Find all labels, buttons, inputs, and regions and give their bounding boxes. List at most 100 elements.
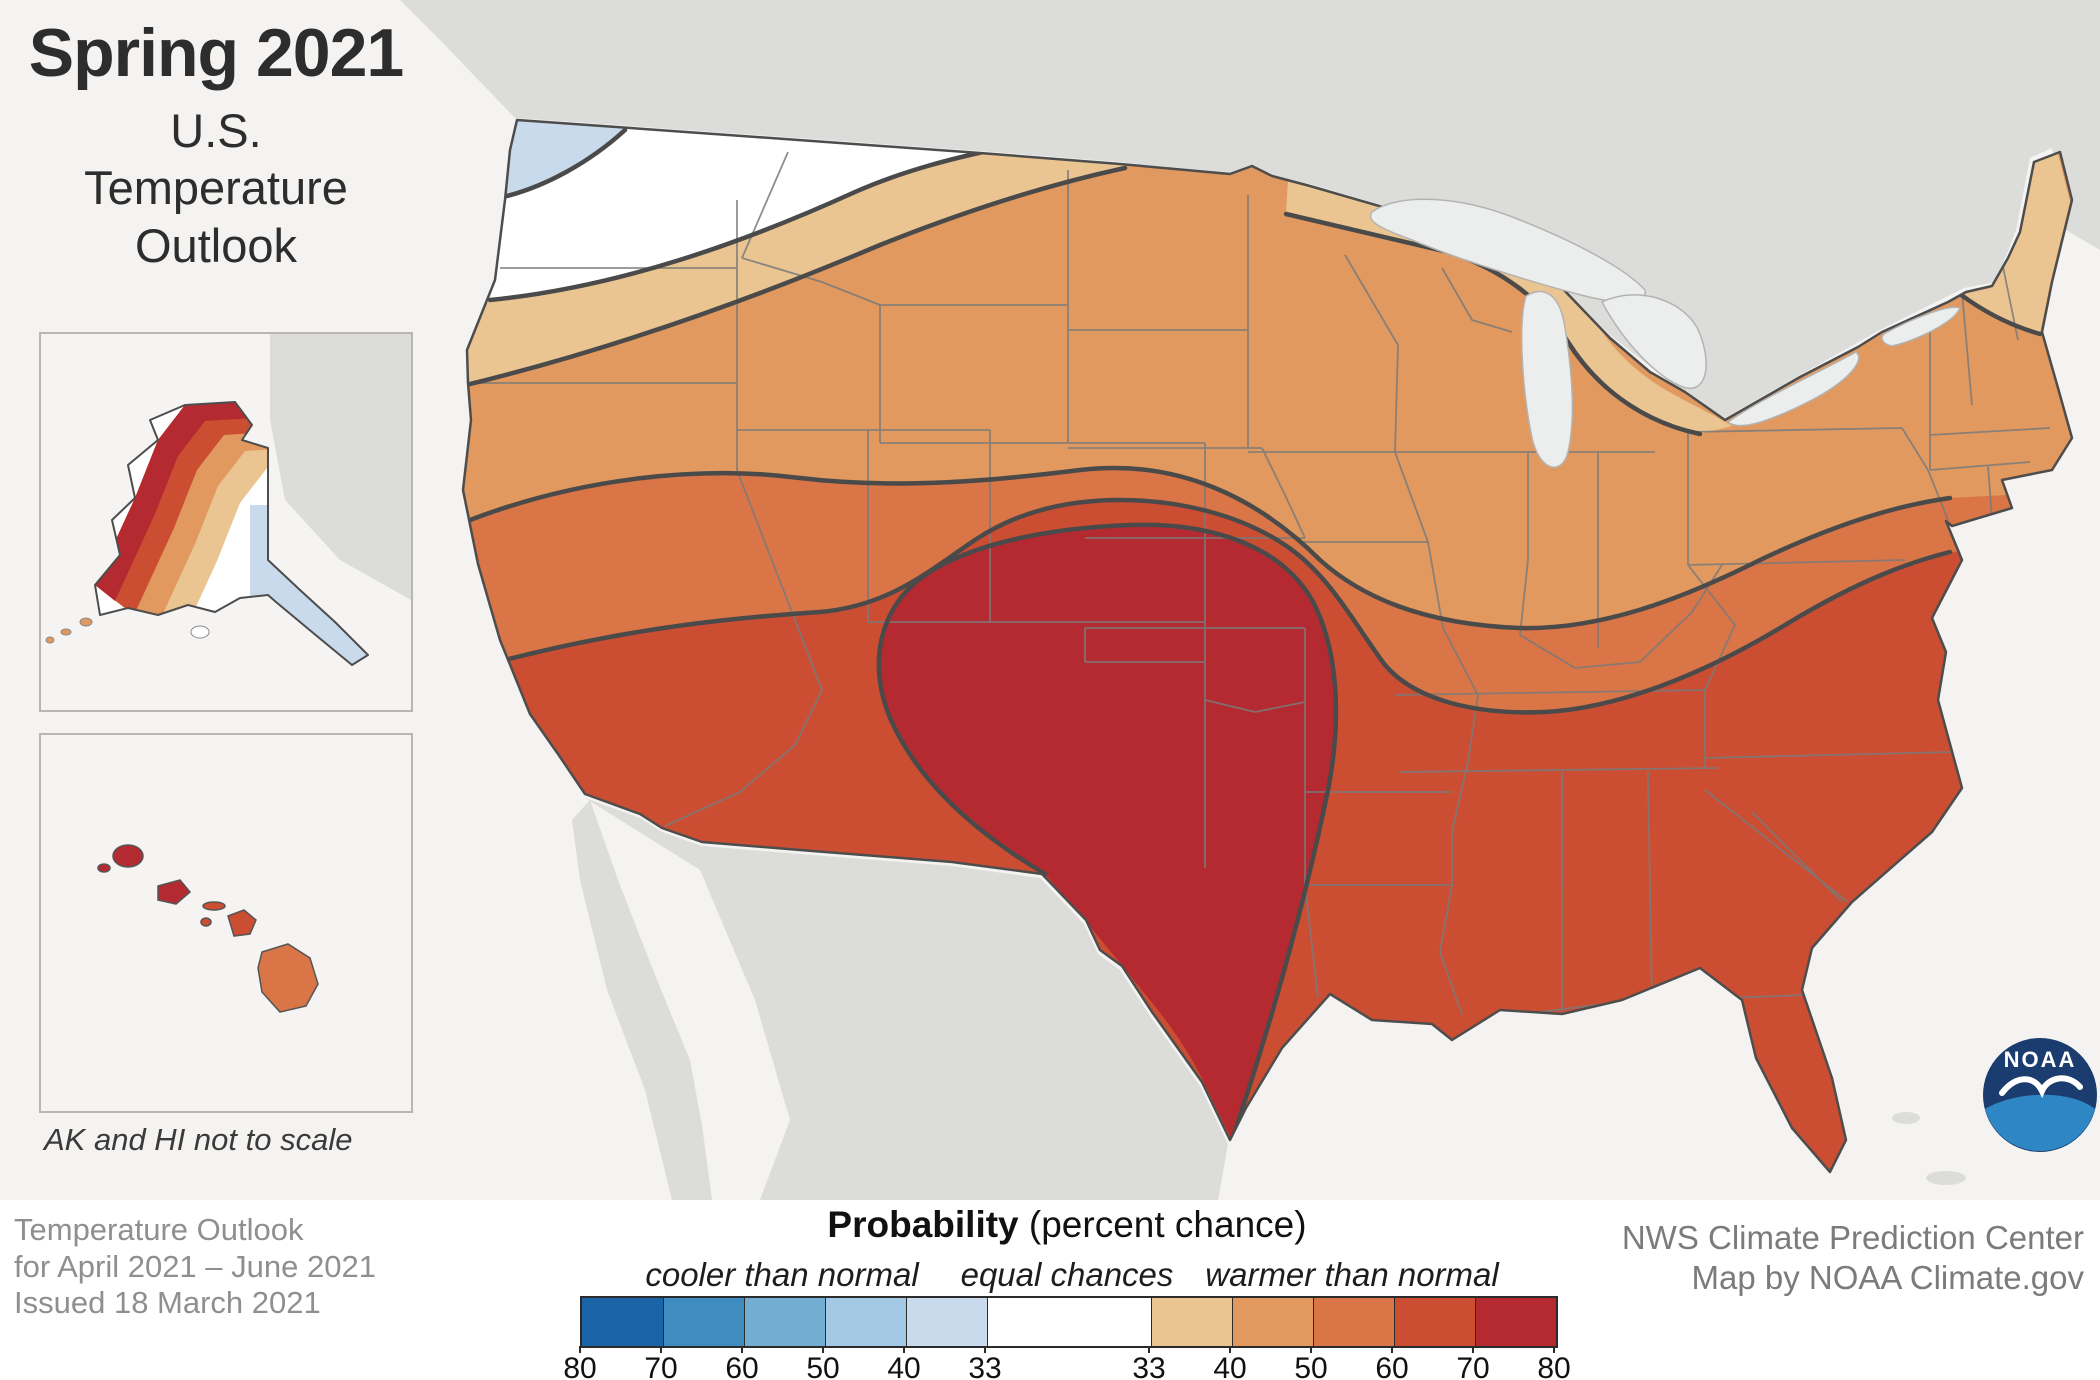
aleutian-island-1 bbox=[79, 617, 93, 627]
island-lanai bbox=[200, 917, 212, 927]
legend-tick-label-10: 70 bbox=[1456, 1352, 1490, 1380]
lake-michigan bbox=[1521, 290, 1574, 468]
legend-tick-mark bbox=[741, 1346, 743, 1353]
island-niihau bbox=[97, 863, 111, 873]
legend-title: Probability (percent chance) bbox=[563, 1204, 1571, 1246]
legend-label-equal: equal chances bbox=[960, 1256, 1174, 1293]
legend-tick-label-2: 60 bbox=[725, 1352, 759, 1380]
footer-credit-noaa: Map by NOAA Climate.gov bbox=[1691, 1259, 2085, 1297]
subtitle-line-1: U.S. bbox=[170, 104, 262, 157]
legend-tick-label-5: 33 bbox=[968, 1352, 1002, 1380]
page-subtitle: U.S. Temperature Outlook bbox=[0, 102, 432, 274]
zone-warm-33-40-great-lakes bbox=[1286, 180, 1732, 434]
legend-tick-mark bbox=[1553, 1346, 1555, 1353]
contour-line-50 bbox=[467, 465, 1953, 631]
alaska-inset-canada bbox=[270, 334, 411, 600]
noaa-logo: NOAA bbox=[1983, 1038, 2097, 1152]
legend-tick-mark bbox=[1472, 1346, 1474, 1353]
legend-swatch-warm_40_50 bbox=[1232, 1298, 1313, 1346]
hawaii-inset-box bbox=[39, 733, 413, 1113]
hawaii-islands-group bbox=[97, 844, 319, 1013]
legend-tick-label-7: 40 bbox=[1213, 1352, 1247, 1380]
island-maui bbox=[227, 909, 257, 937]
subtitle-line-3: Outlook bbox=[135, 218, 297, 272]
us-outline bbox=[461, 118, 2074, 1174]
legend-ticks: 80 70 60 50 40 33 33 40 50 60 70 80 bbox=[563, 1346, 1571, 1380]
island-kauai bbox=[112, 844, 144, 868]
footer-credit-cpc: NWS Climate Prediction Center bbox=[1621, 1219, 2084, 1256]
legend-swatch-cool_40_50 bbox=[825, 1298, 906, 1346]
lake-huron bbox=[1600, 294, 1707, 390]
legend-title-suffix: (percent chance) bbox=[1018, 1204, 1307, 1245]
contour-line-60 bbox=[502, 497, 1953, 715]
alaska-outline bbox=[94, 401, 369, 666]
legend-tick-mark bbox=[1391, 1346, 1393, 1353]
legend-swatch-warm_50_60 bbox=[1313, 1298, 1394, 1346]
legend-sublabels: cooler than normal equal chances warmer … bbox=[0, 1256, 2100, 1296]
legend-swatch-cool_60_70 bbox=[663, 1298, 744, 1346]
footer-period-line: for April 2021 – June 2021 bbox=[14, 1248, 376, 1284]
contour-line-70 bbox=[876, 522, 1339, 1143]
mexico-landmass bbox=[585, 798, 1228, 1200]
alaska-zone-warm-70-80 bbox=[95, 402, 255, 601]
legend-tick-label-9: 60 bbox=[1375, 1352, 1409, 1380]
legend-tick-label-3: 50 bbox=[806, 1352, 840, 1380]
legend-tick-label-4: 40 bbox=[887, 1352, 921, 1380]
legend-swatch-warm_70_80 bbox=[1475, 1298, 1556, 1346]
legend-tick-label-6: 33 bbox=[1132, 1352, 1166, 1380]
noaa-logo-wave bbox=[1985, 1094, 2095, 1152]
legend-swatch-equal_chances bbox=[987, 1298, 1151, 1346]
legend-title-word: Probability bbox=[827, 1204, 1019, 1245]
baja-peninsula bbox=[572, 800, 712, 1200]
great-lakes-group bbox=[1369, 198, 1961, 468]
legend-label-cooler: cooler than normal bbox=[645, 1256, 919, 1293]
page-title: Spring 2021 bbox=[28, 15, 405, 91]
aleutian-island-3 bbox=[45, 636, 55, 644]
lake-erie bbox=[1726, 351, 1860, 427]
legend-tick-label-0: 80 bbox=[563, 1352, 597, 1380]
footer-outlook-line: Temperature Outlook bbox=[14, 1212, 304, 1247]
island-oahu bbox=[157, 879, 192, 905]
legend-tick-mark bbox=[660, 1346, 662, 1353]
alaska-zone-warm-60-70 bbox=[95, 402, 274, 615]
legend-tick-mark bbox=[1229, 1346, 1231, 1353]
zone-warm-70-80 bbox=[878, 524, 1336, 1140]
legend-swatch-cool_33_40 bbox=[906, 1298, 987, 1346]
legend-tick-label-1: 70 bbox=[644, 1352, 678, 1380]
footer-issued-line: Issued 18 March 2021 bbox=[14, 1285, 321, 1321]
legend-tick-mark bbox=[903, 1346, 905, 1353]
island-molokai bbox=[202, 901, 226, 911]
legend-label-warmer: warmer than normal bbox=[1205, 1256, 1499, 1293]
lake-ontario bbox=[1881, 306, 1961, 347]
legend-tick-mark bbox=[1310, 1346, 1312, 1353]
legend-tick-mark bbox=[579, 1346, 581, 1353]
legend-swatch-warm_60_70 bbox=[1394, 1298, 1475, 1346]
contour-line-33-northwest bbox=[487, 147, 995, 303]
legend-bar bbox=[580, 1296, 1558, 1348]
legend-tick-mark bbox=[984, 1346, 986, 1353]
aleutian-island-2 bbox=[60, 628, 72, 636]
contour-line-40-northwest bbox=[463, 165, 1128, 388]
legend-swatch-warm_33_40 bbox=[1151, 1298, 1232, 1346]
legend-tick-mark bbox=[822, 1346, 824, 1353]
footer-credits: NWS Climate Prediction Center Map by NOA… bbox=[1622, 1218, 2084, 1299]
island-bahamas bbox=[1892, 1112, 1920, 1124]
inset-scale-note: AK and HI not to scale bbox=[44, 1122, 353, 1157]
noaa-logo-text: NOAA bbox=[2004, 1047, 2077, 1072]
kodiak-island bbox=[190, 625, 210, 639]
footer-issuance-info: Temperature Outlook for April 2021 – Jun… bbox=[14, 1212, 376, 1322]
title-block: Spring 2021 U.S. Temperature Outlook bbox=[0, 14, 432, 274]
subtitle-line-2: Temperature bbox=[84, 161, 348, 215]
legend-swatch-cool_70_80 bbox=[582, 1298, 663, 1346]
legend-tick-mark bbox=[1148, 1346, 1150, 1353]
contour-line-cool-33 bbox=[500, 127, 628, 200]
island-cuba bbox=[1926, 1171, 1966, 1185]
legend-tick-label-11: 80 bbox=[1537, 1352, 1571, 1380]
contour-line-33-new-england bbox=[1957, 291, 2043, 337]
noaa-gull-icon bbox=[1999, 1075, 2083, 1099]
legend-swatch-cool_50_60 bbox=[744, 1298, 825, 1346]
legend-tick-label-8: 50 bbox=[1294, 1352, 1328, 1380]
island-hawaii-big-island bbox=[257, 943, 319, 1013]
